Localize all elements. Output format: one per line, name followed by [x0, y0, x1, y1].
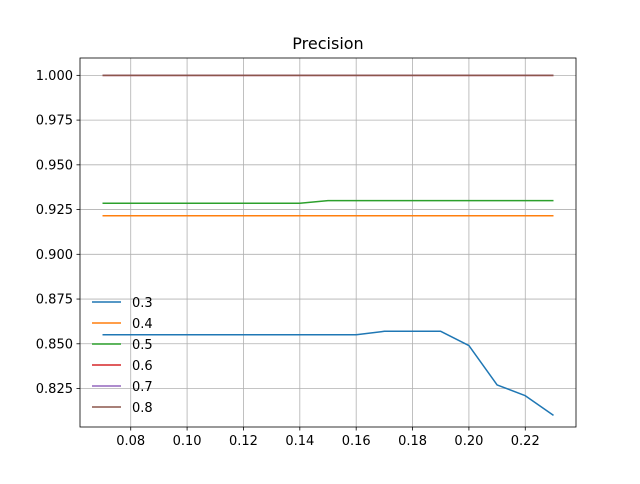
y-tick-label: 0.850: [36, 337, 73, 352]
legend-label: 0.8: [132, 401, 153, 416]
y-tick-label: 0.950: [36, 158, 73, 173]
legend-label: 0.7: [132, 380, 153, 395]
chart-title: Precision: [292, 34, 363, 53]
x-tick-label: 0.12: [229, 434, 258, 449]
x-tick-label: 0.18: [398, 434, 427, 449]
y-tick-label: 0.900: [36, 248, 73, 263]
legend-label: 0.3: [132, 296, 153, 311]
y-tick-label: 0.975: [36, 114, 73, 129]
x-tick-label: 0.08: [116, 434, 145, 449]
x-tick-label: 0.10: [173, 434, 202, 449]
y-tick-label: 0.925: [36, 203, 73, 218]
x-tick-label: 0.22: [511, 434, 540, 449]
x-tick-label: 0.14: [285, 434, 314, 449]
y-tick-label: 1.000: [36, 69, 73, 84]
legend-label: 0.4: [132, 317, 153, 332]
legend-label: 0.5: [132, 338, 153, 353]
x-tick-label: 0.16: [342, 434, 371, 449]
legend-label: 0.6: [132, 359, 153, 374]
x-tick-label: 0.20: [454, 434, 483, 449]
y-tick-label: 0.875: [36, 293, 73, 308]
y-tick-label: 0.825: [36, 382, 73, 397]
